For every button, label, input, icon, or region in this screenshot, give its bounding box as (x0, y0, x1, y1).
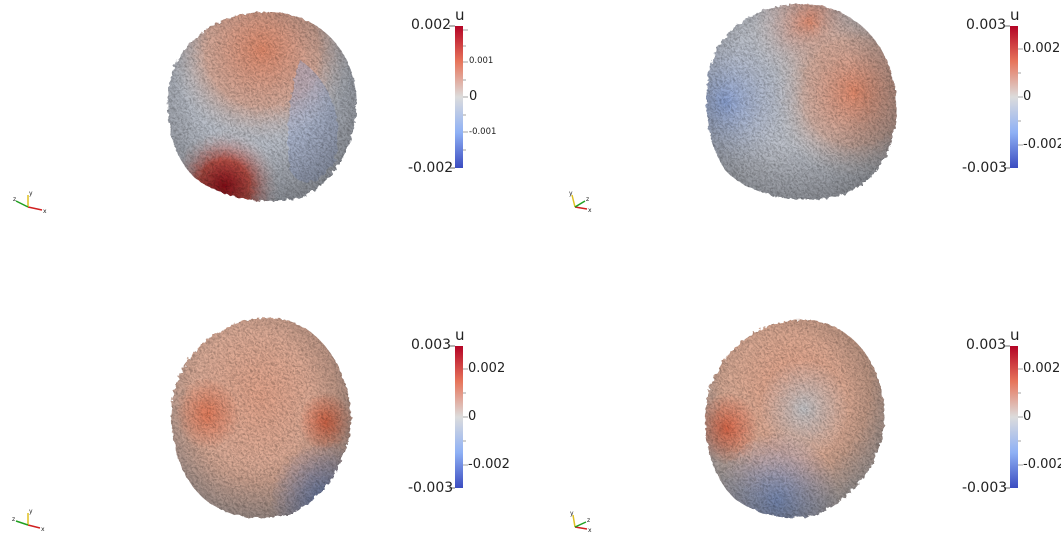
axis-x-label: x (43, 208, 47, 215)
panel-bottom-left: x y z u 0.003 -0.003 0.002 0 -0.002 (0, 270, 530, 540)
axis-x-label: x (588, 527, 592, 534)
panel-top-left: x y z u 0.002 -0.002 0.001 0 -0.001 (0, 0, 530, 270)
axis-z-label: z (587, 517, 590, 524)
colorbar-tick-label: 0 (468, 409, 477, 424)
colorbar (1004, 25, 1023, 169)
colorbar-max-label: 0.002 (411, 17, 452, 33)
colorbar-tick-label: 0 (469, 89, 478, 104)
mesh-surface (705, 319, 885, 518)
axis-x-label: x (41, 526, 45, 533)
colorbar-title: u (1010, 6, 1020, 24)
mesh-surface (706, 3, 897, 200)
axis-y-label: y (569, 190, 573, 197)
colorbar (449, 25, 468, 169)
axis-y-label: y (570, 510, 574, 517)
render-view: x y z (12, 317, 468, 533)
axis-z-label: z (586, 196, 589, 203)
colorbar-tick-label: -0.002 (468, 457, 510, 472)
render-view: x y z (570, 319, 1023, 534)
colorbar-min-label: -0.002 (408, 160, 454, 176)
mesh-surface (167, 11, 357, 202)
render-view: x y z (13, 11, 468, 215)
colorbar-max-label: 0.003 (411, 337, 452, 353)
colorbar-tick-label: -0.001 (469, 127, 497, 137)
panel-bottom-right: x y z u 0.003 -0.003 0.002 0 -0.002 (530, 270, 1061, 540)
axes-triad: x y z (570, 510, 592, 534)
colorbar-title: u (1010, 326, 1020, 344)
mesh-surface (171, 317, 351, 518)
colorbar-tick-label: 0.002 (1023, 361, 1061, 376)
colorbar-tick-label: 0 (1023, 409, 1032, 424)
colorbar-tick-label: 0 (1023, 89, 1032, 104)
axis-y-label: y (29, 190, 33, 197)
colorbar-tick-label: -0.002 (1023, 137, 1061, 152)
colorbar-min-label: -0.003 (408, 480, 454, 496)
axes-triad: x y z (13, 190, 47, 215)
axis-z-label: z (13, 196, 16, 203)
colorbar-title: u (455, 326, 465, 344)
colorbar (1004, 345, 1023, 489)
colorbar-title: u (455, 6, 465, 24)
colorbar-min-label: -0.003 (962, 160, 1008, 176)
render-view: x y z (569, 3, 1023, 214)
colorbar (449, 345, 468, 489)
panel-top-right: x y z u 0.003 -0.003 0.002 0 -0.002 (530, 0, 1061, 270)
axes-triad: x y z (569, 190, 592, 214)
axis-y-label: y (29, 508, 33, 515)
colorbar-tick-label: 0.002 (1023, 41, 1061, 56)
axis-z-label: z (12, 516, 15, 523)
colorbar-max-label: 0.003 (966, 337, 1007, 353)
colorbar-tick-label: 0.002 (468, 361, 506, 376)
colorbar-tick-label: 0.001 (469, 56, 494, 66)
colorbar-min-label: -0.003 (962, 480, 1008, 496)
colorbar-max-label: 0.003 (966, 17, 1007, 33)
axis-x-label: x (588, 207, 592, 214)
axes-triad: x y z (12, 508, 45, 533)
colorbar-tick-label: -0.002 (1023, 457, 1061, 472)
